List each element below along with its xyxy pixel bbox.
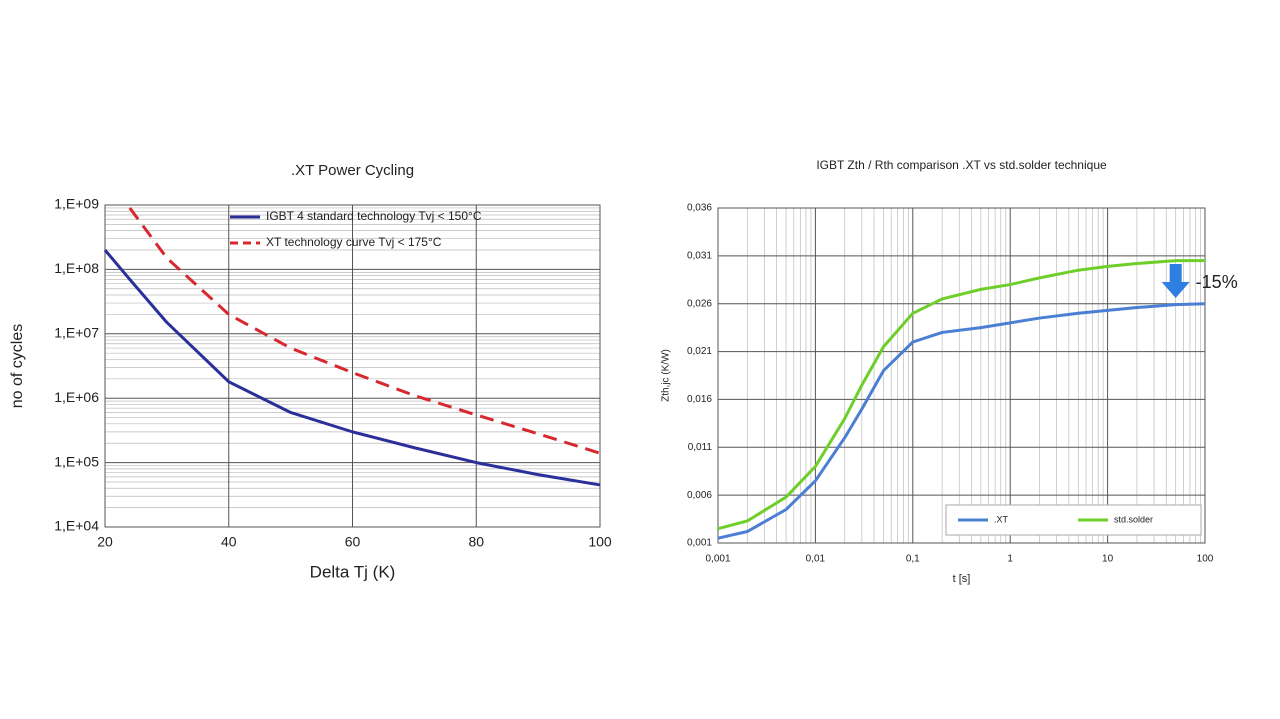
y-tick-label: 0,011 [688,442,713,453]
y-tick-label: 0,006 [687,490,712,501]
y-tick-label: 0,031 [687,250,712,261]
y-tick-label: 0,036 [687,203,712,214]
x-tick-label: 80 [468,534,484,550]
annotation: -15% [1196,272,1238,292]
series-line [717,259,1205,531]
x-tick-label: 1 [1007,554,1013,565]
chart-title: .XT Power Cycling [291,162,414,179]
x-axis-label: Delta Tj (K) [310,562,396,581]
x-tick-label: 0,1 [906,554,920,565]
y-axis-label: Zth,jc (K/W) [661,349,672,402]
y-axis-label: no of cycles [9,324,26,408]
y-tick-label: 0,021 [687,346,712,357]
annotation-arrow [1161,264,1190,298]
y-tick-label: 1,E+04 [54,518,99,534]
legend-label: XT technology curve Tvj < 175°C [266,235,442,249]
series-line [717,302,1206,540]
y-tick-label: 1,E+07 [54,325,99,341]
y-tick-label: 0,001 [687,538,712,549]
chart-title: IGBT Zth / Rth comparison .XT vs std.sol… [816,158,1107,172]
y-tick-label: 1,E+06 [54,389,99,405]
x-tick-label: 0,01 [806,554,826,565]
series-line [128,207,601,455]
y-tick-label: 1,E+05 [54,453,99,469]
x-tick-label: 0,001 [705,554,730,565]
legend-label: .XT [994,514,1009,524]
x-tick-label: 60 [345,534,361,550]
legend-label: IGBT 4 standard technology Tvj < 150°C [266,209,482,223]
legend-box [945,504,1202,536]
y-tick-label: 1,E+08 [54,260,99,276]
x-tick-label: 40 [221,534,237,550]
y-tick-label: 0,026 [687,298,712,309]
legend-label: std.solder [1114,514,1153,524]
x-axis-label: t [s] [953,573,971,585]
y-tick-label: 1,E+09 [54,196,99,212]
x-tick-label: 100 [1197,554,1214,565]
y-tick-label: 0,016 [687,394,712,405]
series-line [103,249,601,487]
x-tick-label: 100 [588,534,612,550]
x-tick-label: 20 [97,534,113,550]
x-tick-label: 10 [1102,554,1114,565]
